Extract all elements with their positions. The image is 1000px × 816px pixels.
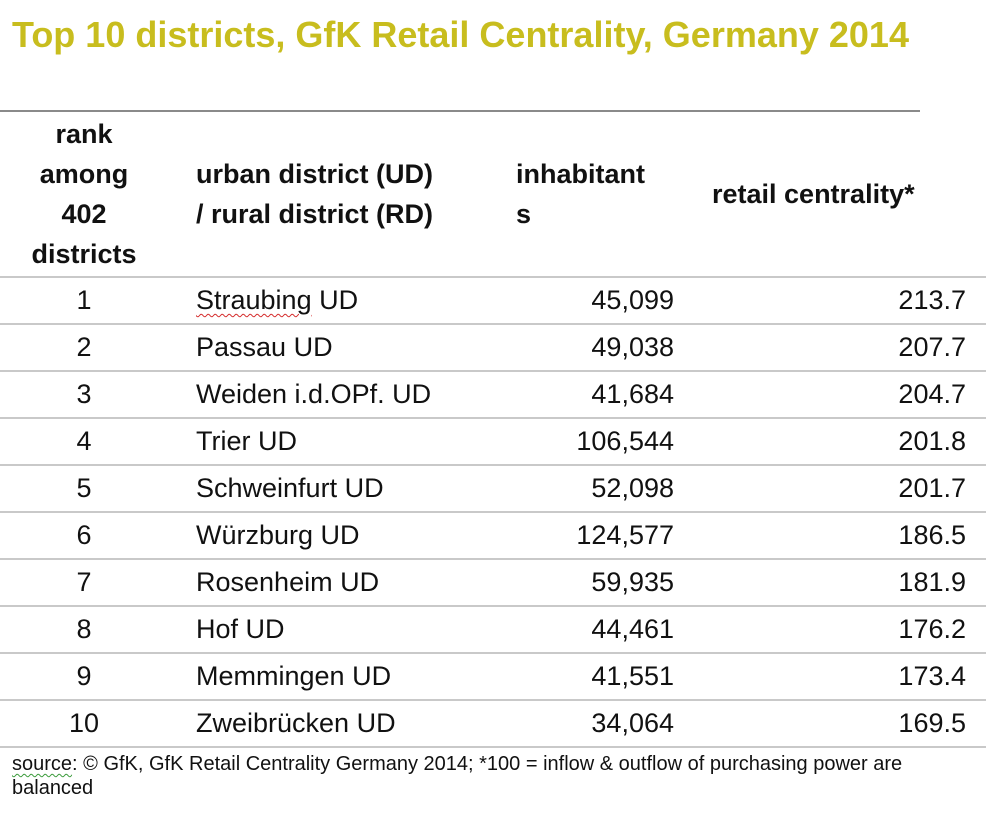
inhabitants-cell: 34,064 [486,700,678,748]
inhabitants-cell: 106,544 [486,418,678,466]
district-name: Zweibrücken [196,708,350,738]
district-name: Hof [196,614,239,644]
rank-cell: 2 [0,324,168,372]
table-row: 9 Memmingen UD 41,551 173.4 [0,653,986,701]
header-inhabitants: inhabitant s [486,112,678,278]
table-row: 6 Würzburg UD 124,577 186.5 [0,512,986,560]
centrality-cell: 201.8 [678,418,986,466]
district-type: UD [332,567,380,597]
rank-cell: 7 [0,559,168,607]
district-type: UD [311,285,359,315]
district-name: Trier [196,426,251,456]
district-cell: Weiden i.d.OPf. UD [168,371,486,419]
centrality-cell: 207.7 [678,324,986,372]
source-label: source [12,753,73,775]
inhabitants-cell: 44,461 [486,606,678,654]
page-title: Top 10 districts, GfK Retail Centrality,… [12,14,909,55]
source-text: : © GfK, GfK Retail Centrality Germany 2… [12,753,903,799]
header-row: rank among 402 districts urban district … [0,112,986,278]
inhabitants-cell: 124,577 [486,512,678,560]
title-divider [0,110,920,112]
table-row: 5 Schweinfurt UD 52,098 201.7 [0,465,986,513]
table-row: 3 Weiden i.d.OPf. UD 41,684 204.7 [0,371,986,419]
district-cell: Rosenheim UD [168,559,486,607]
header-inhabitants-line: s [516,199,532,229]
district-name: Schweinfurt [196,473,338,503]
table-body: 1 Straubing UD 45,099 213.7 2 Passau UD … [0,277,986,748]
district-type: UD [349,708,396,738]
district-type: UD [238,614,285,644]
district-cell: Straubing UD [168,277,486,325]
district-name: Passau [196,332,287,362]
centrality-cell: 173.4 [678,653,986,701]
district-name: Würzburg [196,520,314,550]
district-cell: Zweibrücken UD [168,700,486,748]
district-cell: Memmingen UD [168,653,486,701]
rank-cell: 8 [0,606,168,654]
district-type: UD [313,520,360,550]
centrality-cell: 204.7 [678,371,986,419]
header-inhabitants-line: inhabitant [516,159,645,189]
table-row: 2 Passau UD 49,038 207.7 [0,324,986,372]
district-name: Rosenheim [196,567,333,597]
centrality-cell: 213.7 [678,277,986,325]
inhabitants-cell: 41,684 [486,371,678,419]
source-note: source: © GfK, GfK Retail Centrality Ger… [12,752,972,800]
rank-cell: 1 [0,277,168,325]
table-header: rank among 402 districts urban district … [0,112,986,278]
centrality-cell: 176.2 [678,606,986,654]
header-rank-line: rank [55,119,113,149]
rank-cell: 6 [0,512,168,560]
table-row: 1 Straubing UD 45,099 213.7 [0,277,986,325]
header-district-line: urban district (UD) [196,159,434,189]
rank-cell: 10 [0,700,168,748]
inhabitants-cell: 41,551 [486,653,678,701]
centrality-cell: 201.7 [678,465,986,513]
district-name: Memmingen [196,661,345,691]
rank-cell: 4 [0,418,168,466]
table-row: 10 Zweibrücken UD 34,064 169.5 [0,700,986,748]
rank-cell: 3 [0,371,168,419]
table-row: 8 Hof UD 44,461 176.2 [0,606,986,654]
district-cell: Hof UD [168,606,486,654]
districts-table: rank among 402 districts urban district … [0,112,986,748]
district-type: UD [286,332,333,362]
district-type: UD [384,379,432,409]
district-type: UD [337,473,384,503]
district-cell: Würzburg UD [168,512,486,560]
district-type: UD [344,661,392,691]
header-retail-centrality: retail centrality* [678,112,986,278]
header-district: urban district (UD) / rural district (RD… [168,112,486,278]
table-row: 7 Rosenheim UD 59,935 181.9 [0,559,986,607]
rank-cell: 5 [0,465,168,513]
district-cell: Schweinfurt UD [168,465,486,513]
district-name: Weiden i.d.OPf. [196,379,385,409]
district-type: UD [250,426,297,456]
table-row: 4 Trier UD 106,544 201.8 [0,418,986,466]
header-rank-line: 402 [61,199,107,229]
centrality-cell: 169.5 [678,700,986,748]
header-district-line: / rural district (RD) [196,199,434,229]
centrality-cell: 181.9 [678,559,986,607]
inhabitants-cell: 52,098 [486,465,678,513]
header-rank: rank among 402 districts [0,112,168,278]
district-cell: Trier UD [168,418,486,466]
rank-cell: 9 [0,653,168,701]
inhabitants-cell: 49,038 [486,324,678,372]
district-cell: Passau UD [168,324,486,372]
inhabitants-cell: 45,099 [486,277,678,325]
header-rank-line: among [39,159,129,189]
district-name: Straubing [196,285,312,315]
header-rank-line: districts [31,239,137,269]
inhabitants-cell: 59,935 [486,559,678,607]
centrality-cell: 186.5 [678,512,986,560]
